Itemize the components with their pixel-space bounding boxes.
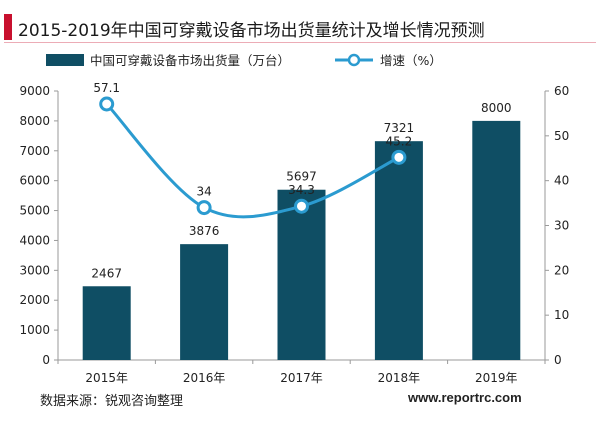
bar-data-label: 3876	[189, 224, 220, 238]
x-tick-label: 2017年	[280, 371, 323, 385]
legend-line-marker	[347, 53, 361, 67]
y-left-tick-label: 1000	[19, 323, 50, 337]
y-left-tick-label: 3000	[19, 263, 50, 277]
y-left-tick-label: 2000	[19, 293, 50, 307]
legend-bar-label: 中国可穿戴设备市场出货量（万台）	[90, 53, 290, 68]
bar-data-label: 5697	[286, 170, 317, 184]
growth-marker	[294, 198, 309, 214]
y-right-tick-label: 30	[554, 219, 569, 233]
y-right-tick-label: 20	[554, 263, 569, 277]
bar-data-label: 8000	[481, 101, 512, 115]
bar-data-label: 7321	[384, 121, 415, 135]
source-note: 数据来源：锐观咨询整理	[40, 394, 184, 409]
x-tick-label: 2019年	[475, 371, 518, 385]
y-left-tick-label: 7000	[19, 144, 50, 158]
legend-line-label: 增速（%）	[380, 53, 442, 68]
bar-data-label: 2467	[91, 266, 122, 280]
y-right-tick-label: 50	[554, 129, 569, 143]
y-left-tick-label: 5000	[19, 204, 50, 218]
growth-marker	[391, 149, 407, 165]
bar	[180, 244, 229, 360]
growth-marker	[196, 200, 212, 216]
title-accent	[4, 14, 12, 40]
y-left-tick-label: 9000	[19, 84, 50, 98]
title-underline	[4, 42, 596, 43]
growth-data-label: 57.1	[93, 81, 120, 95]
y-left-tick-label: 6000	[19, 174, 50, 188]
x-tick-label: 2016年	[183, 371, 226, 385]
bar	[374, 141, 423, 360]
legend-bar-swatch	[46, 54, 84, 66]
bar	[472, 120, 521, 360]
website-label: www.reportrc.com	[408, 390, 522, 405]
chart-title: 2015-2019年中国可穿戴设备市场出货量统计及增长情况预测	[18, 21, 485, 41]
y-right-tick-label: 40	[554, 174, 569, 188]
y-right-tick-label: 10	[554, 308, 569, 322]
growth-data-label: 45.2	[386, 134, 413, 148]
y-right-tick-label: 0	[554, 353, 562, 367]
x-tick-label: 2015年	[85, 371, 128, 385]
y-right-tick-label: 60	[554, 84, 569, 98]
growth-marker	[99, 96, 115, 112]
y-left-tick-label: 4000	[19, 233, 50, 247]
x-tick-label: 2018年	[378, 371, 421, 385]
growth-data-label: 34	[196, 185, 211, 199]
bar	[277, 189, 326, 360]
y-left-tick-label: 8000	[19, 114, 50, 128]
growth-data-label: 34.3	[288, 183, 315, 197]
title-bar: 2015-2019年中国可穿戴设备市场出货量统计及增长情况预测	[4, 14, 596, 43]
bar	[82, 286, 131, 360]
growth-line	[105, 102, 400, 219]
y-left-tick-label: 0	[42, 353, 50, 367]
